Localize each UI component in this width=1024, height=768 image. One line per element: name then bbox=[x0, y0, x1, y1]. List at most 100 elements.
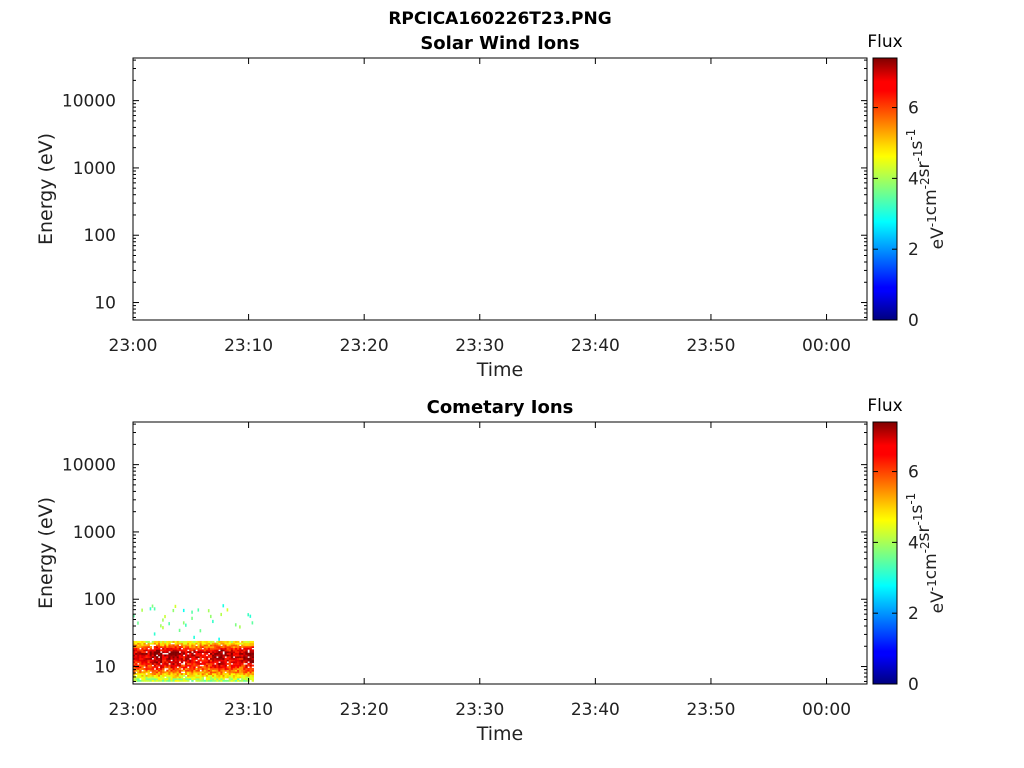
heatmap-cell bbox=[247, 674, 250, 677]
x-tick-label: 23:10 bbox=[224, 700, 273, 720]
heatmap-cell bbox=[141, 654, 144, 657]
heatmap-cell bbox=[218, 656, 221, 659]
heatmap-cell bbox=[187, 651, 190, 654]
heatmap-cell bbox=[176, 664, 180, 667]
heatmap-cell bbox=[245, 649, 248, 652]
heatmap-cell bbox=[226, 649, 230, 652]
heatmap-cell bbox=[189, 674, 192, 677]
heatmap-cell bbox=[218, 666, 221, 669]
heatmap-cell bbox=[185, 678, 188, 681]
heatmap-cell bbox=[143, 647, 146, 650]
heatmap-cell bbox=[241, 674, 244, 677]
heatmap-cell bbox=[143, 656, 146, 659]
heatmap-cell bbox=[212, 657, 215, 660]
heatmap-cell bbox=[151, 669, 155, 672]
heatmap-cell bbox=[182, 664, 186, 667]
heatmap-cell bbox=[228, 652, 232, 655]
heatmap-cell bbox=[195, 661, 198, 664]
heatmap-cell bbox=[226, 673, 230, 676]
heatmap-cell bbox=[153, 651, 157, 654]
heatmap-cell bbox=[251, 640, 254, 643]
heatmap-cell bbox=[182, 669, 186, 672]
heatmap-cell bbox=[172, 647, 175, 650]
heatmap-cell bbox=[209, 657, 213, 660]
heatmap-cell bbox=[251, 642, 254, 645]
heatmap-cell bbox=[230, 640, 234, 643]
heatmap-cell bbox=[241, 652, 244, 655]
heatmap-cell bbox=[232, 659, 236, 662]
heatmap-cell bbox=[214, 671, 217, 674]
heatmap-cell bbox=[243, 669, 246, 672]
heatmap-cell bbox=[160, 661, 163, 664]
heatmap-cell bbox=[239, 649, 242, 652]
heatmap-cell bbox=[222, 662, 225, 665]
heatmap-cell bbox=[178, 654, 182, 657]
colorbar-unit: eV-1cm-2sr-1s-1 bbox=[904, 493, 948, 614]
heatmap-cell bbox=[133, 659, 136, 662]
heatmap-cell bbox=[187, 646, 190, 648]
heatmap-cell bbox=[174, 649, 177, 652]
heatmap-cell bbox=[143, 661, 146, 664]
plot-area bbox=[133, 58, 867, 320]
heatmap-cell bbox=[135, 669, 138, 672]
heatmap-cell bbox=[199, 674, 202, 677]
heatmap-cell bbox=[160, 676, 163, 679]
heatmap-cell bbox=[170, 679, 173, 682]
heatmap-cell bbox=[137, 656, 140, 659]
heatmap-cell bbox=[226, 656, 230, 659]
heatmap-cell bbox=[239, 651, 242, 654]
heatmap-cell bbox=[133, 667, 136, 670]
colorbar-label: Flux bbox=[867, 32, 902, 52]
heatmap-cell bbox=[174, 679, 177, 682]
heatmap-cell bbox=[234, 654, 238, 657]
heatmap-cell bbox=[199, 647, 202, 650]
heatmap-cell bbox=[151, 679, 155, 682]
heatmap-cell bbox=[212, 649, 215, 652]
heatmap-cell bbox=[216, 644, 219, 647]
heatmap-cell bbox=[191, 657, 194, 660]
heatmap-cell bbox=[137, 649, 140, 652]
heatmap-cell bbox=[234, 673, 238, 676]
heatmap-cell bbox=[209, 664, 213, 667]
heatmap-cell bbox=[182, 659, 186, 662]
heatmap-cell bbox=[201, 676, 205, 679]
heatmap-cell bbox=[199, 656, 202, 659]
heatmap-cell bbox=[251, 657, 254, 660]
heatmap-cell bbox=[160, 678, 163, 681]
heatmap-cell bbox=[205, 656, 209, 659]
heatmap-cell bbox=[224, 676, 227, 679]
heatmap-cell bbox=[164, 654, 167, 657]
heatmap-cell bbox=[137, 664, 140, 667]
heatmap-cell bbox=[143, 649, 146, 652]
heatmap-cell bbox=[180, 678, 184, 681]
heatmap-cell bbox=[135, 644, 138, 647]
heatmap-cell bbox=[201, 640, 205, 643]
heatmap-cell bbox=[168, 647, 171, 650]
heatmap-cell bbox=[214, 642, 217, 645]
heatmap-cell bbox=[166, 664, 169, 667]
heatmap-cell bbox=[209, 656, 213, 659]
heatmap-cell bbox=[176, 678, 180, 681]
heatmap-cell bbox=[249, 661, 252, 664]
heatmap-cell bbox=[220, 674, 223, 677]
heatmap-cell bbox=[199, 629, 202, 633]
heatmap-cell bbox=[151, 659, 155, 662]
heatmap-cell bbox=[168, 654, 171, 657]
heatmap-cell bbox=[239, 661, 242, 664]
heatmap-cell bbox=[149, 657, 153, 660]
heatmap-cell bbox=[176, 667, 180, 670]
heatmap-cell bbox=[207, 646, 211, 648]
heatmap-cell bbox=[243, 667, 246, 670]
heatmap-cell bbox=[232, 678, 236, 681]
heatmap-cell bbox=[239, 674, 242, 677]
heatmap-cell bbox=[191, 664, 194, 667]
heatmap-cell bbox=[249, 664, 252, 667]
heatmap-cell bbox=[251, 667, 254, 670]
heatmap-cell bbox=[137, 661, 140, 664]
heatmap-cell bbox=[180, 679, 184, 682]
heatmap-cell bbox=[226, 608, 229, 612]
heatmap-cell bbox=[234, 644, 238, 647]
heatmap-cell bbox=[189, 669, 192, 672]
heatmap-cell bbox=[197, 666, 200, 669]
y-tick-label: 10 bbox=[94, 658, 116, 678]
